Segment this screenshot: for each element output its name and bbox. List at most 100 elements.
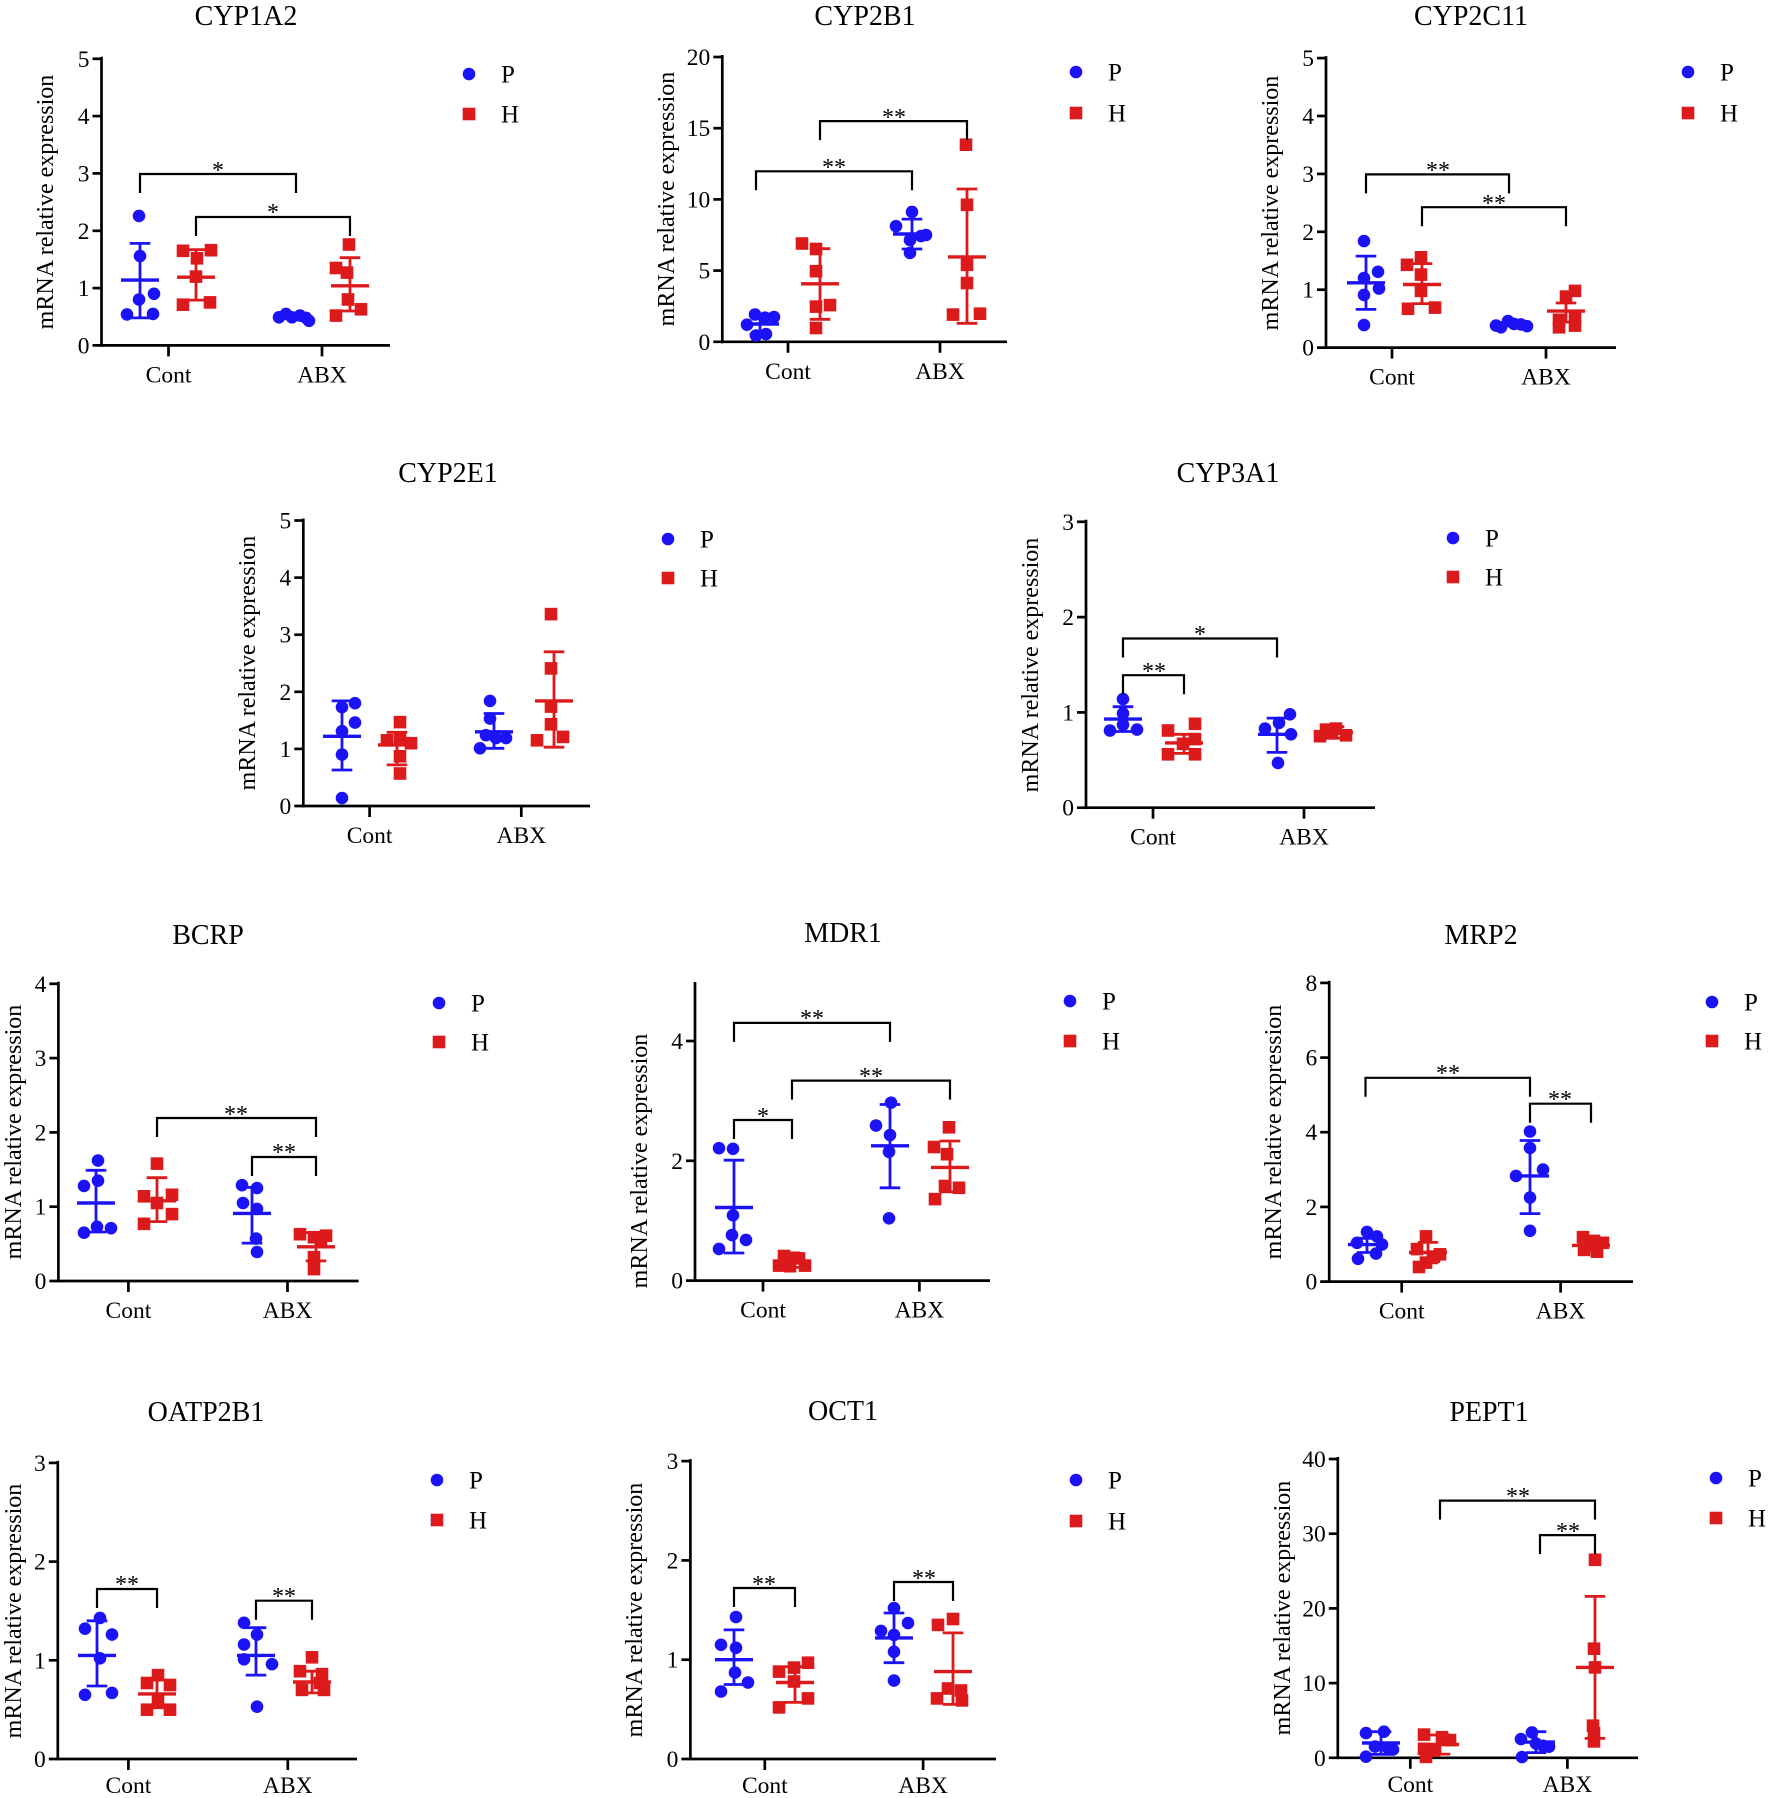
svg-text:1: 1 [34, 1648, 46, 1674]
svg-text:P: P [700, 527, 714, 554]
svg-text:4: 4 [78, 104, 90, 130]
svg-text:CYP1A2: CYP1A2 [195, 1, 298, 32]
svg-text:**: ** [1426, 158, 1450, 184]
svg-text:10: 10 [1302, 1671, 1326, 1697]
svg-text:ABX: ABX [895, 1298, 945, 1324]
svg-text:**: ** [1436, 1061, 1460, 1087]
svg-text:2: 2 [34, 1550, 46, 1576]
svg-text:Cont: Cont [742, 1773, 788, 1798]
svg-text:**: ** [1506, 1484, 1530, 1510]
svg-text:*: * [757, 1104, 769, 1130]
svg-text:4: 4 [671, 1029, 683, 1055]
svg-text:2: 2 [1062, 605, 1074, 631]
svg-text:Cont: Cont [1130, 825, 1176, 851]
svg-text:0: 0 [78, 333, 90, 359]
svg-text:mRNA relative expression: mRNA relative expression [235, 536, 261, 791]
svg-text:1: 1 [1062, 700, 1074, 726]
svg-text:**: ** [272, 1584, 296, 1610]
svg-text:**: ** [800, 1006, 824, 1032]
svg-text:P: P [1748, 1466, 1762, 1493]
svg-text:1: 1 [1302, 278, 1314, 304]
svg-text:1: 1 [35, 1195, 47, 1221]
svg-text:OCT1: OCT1 [808, 1396, 878, 1427]
svg-text:5: 5 [1302, 46, 1314, 72]
svg-text:BCRP: BCRP [172, 920, 244, 951]
svg-text:30: 30 [1302, 1522, 1326, 1548]
svg-text:**: ** [272, 1140, 296, 1166]
svg-text:CYP2B1: CYP2B1 [814, 1, 915, 32]
svg-text:Cont: Cont [1379, 1299, 1425, 1325]
svg-text:mRNA relative expression: mRNA relative expression [1270, 1481, 1296, 1736]
svg-text:mRNA relative expression: mRNA relative expression [33, 75, 59, 330]
svg-text:H: H [501, 102, 519, 129]
svg-text:H: H [1748, 1506, 1766, 1533]
svg-text:Cont: Cont [740, 1298, 786, 1324]
svg-text:0: 0 [1302, 336, 1314, 362]
svg-text:3: 3 [280, 623, 292, 649]
svg-text:5: 5 [280, 509, 292, 535]
svg-text:mRNA relative expression: mRNA relative expression [1258, 76, 1284, 331]
svg-text:Cont: Cont [106, 1773, 152, 1798]
svg-text:**: ** [115, 1572, 139, 1598]
svg-text:H: H [1485, 565, 1503, 592]
svg-text:2: 2 [280, 680, 292, 706]
svg-text:MDR1: MDR1 [804, 918, 882, 949]
svg-text:0: 0 [1305, 1270, 1317, 1296]
svg-text:4: 4 [280, 566, 292, 592]
svg-text:3: 3 [667, 1449, 679, 1475]
svg-text:0: 0 [1314, 1746, 1326, 1772]
svg-text:5: 5 [699, 259, 711, 285]
svg-text:H: H [1744, 1029, 1762, 1056]
svg-text:**: ** [1142, 659, 1166, 685]
svg-text:4: 4 [1305, 1120, 1317, 1146]
svg-text:P: P [471, 991, 485, 1018]
svg-text:0: 0 [35, 1269, 47, 1295]
svg-text:P: P [469, 1468, 483, 1495]
svg-text:Cont: Cont [146, 362, 192, 388]
svg-text:**: ** [752, 1572, 776, 1598]
svg-text:P: P [1108, 60, 1122, 87]
svg-text:mRNA relative expression: mRNA relative expression [1261, 1005, 1287, 1260]
svg-text:H: H [1720, 101, 1738, 128]
svg-text:Cont: Cont [765, 359, 811, 385]
svg-text:ABX: ABX [1521, 365, 1571, 391]
svg-text:mRNA relative expression: mRNA relative expression [627, 1034, 653, 1289]
svg-text:CYP3A1: CYP3A1 [1177, 458, 1280, 489]
svg-text:CYP2C11: CYP2C11 [1414, 1, 1528, 32]
svg-text:*: * [1194, 622, 1206, 648]
svg-text:3: 3 [35, 1046, 47, 1072]
svg-text:P: P [1485, 526, 1499, 553]
svg-text:0: 0 [671, 1269, 683, 1295]
svg-text:mRNA relative expression: mRNA relative expression [1018, 538, 1044, 793]
svg-text:8: 8 [1305, 971, 1317, 997]
svg-text:*: * [212, 158, 224, 184]
svg-text:1: 1 [280, 737, 292, 763]
svg-text:H: H [469, 1508, 487, 1535]
svg-text:2: 2 [78, 219, 90, 245]
svg-text:OATP2B1: OATP2B1 [148, 1397, 265, 1428]
svg-text:ABX: ABX [1543, 1772, 1593, 1798]
svg-text:3: 3 [1302, 162, 1314, 188]
svg-text:2: 2 [1305, 1195, 1317, 1221]
svg-text:H: H [1108, 1509, 1126, 1536]
svg-text:3: 3 [78, 161, 90, 187]
svg-text:**: ** [1482, 191, 1506, 217]
svg-text:40: 40 [1302, 1447, 1326, 1473]
svg-text:**: ** [1548, 1087, 1572, 1113]
svg-text:P: P [1102, 989, 1116, 1016]
svg-text:MRP2: MRP2 [1444, 920, 1517, 951]
svg-text:20: 20 [1302, 1596, 1326, 1622]
svg-text:mRNA relative expression: mRNA relative expression [654, 72, 680, 327]
svg-text:*: * [267, 200, 279, 226]
svg-text:P: P [1108, 1468, 1122, 1495]
svg-text:6: 6 [1305, 1046, 1317, 1072]
svg-text:2: 2 [35, 1120, 47, 1146]
svg-text:P: P [501, 62, 515, 89]
svg-text:**: ** [1556, 1519, 1580, 1545]
svg-text:ABX: ABX [297, 362, 347, 388]
svg-text:**: ** [882, 105, 906, 131]
svg-text:0: 0 [280, 794, 292, 820]
svg-text:H: H [1102, 1029, 1120, 1056]
svg-text:**: ** [912, 1566, 936, 1592]
svg-text:H: H [471, 1030, 489, 1057]
